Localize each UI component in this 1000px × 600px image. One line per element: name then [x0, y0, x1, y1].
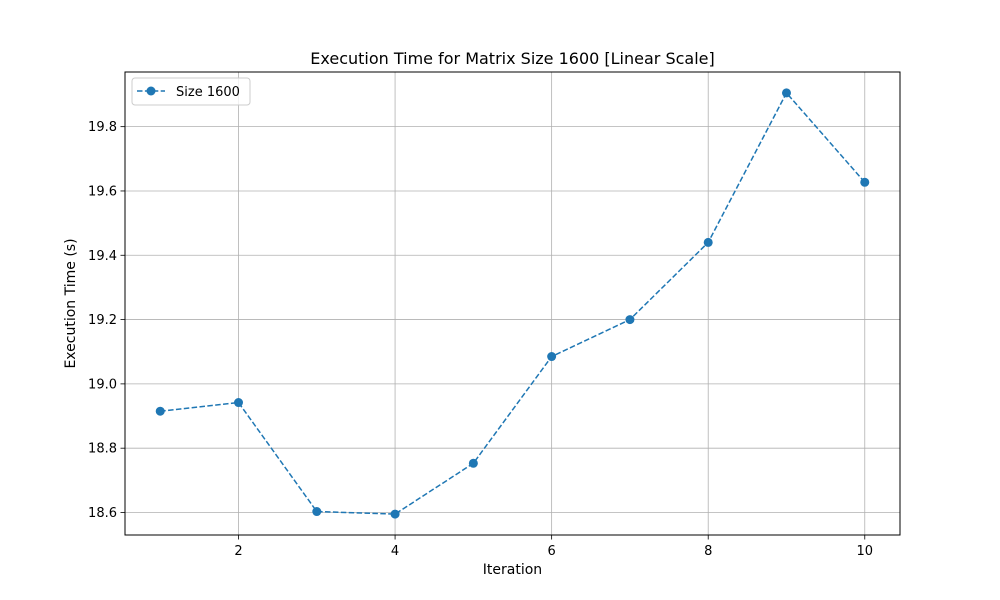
- y-tick-label: 18.6: [88, 506, 117, 521]
- grid: [125, 72, 900, 535]
- x-tick-label: 8: [704, 544, 712, 559]
- data-point: [234, 398, 244, 408]
- y-tick-label: 19.0: [88, 377, 117, 392]
- x-axis-label: Iteration: [483, 562, 542, 578]
- data-point: [390, 509, 400, 519]
- legend-label: Size 1600: [176, 85, 240, 100]
- data-point: [312, 507, 322, 517]
- y-tick-label: 18.8: [88, 442, 117, 457]
- legend-box: [131, 77, 251, 106]
- data-point: [547, 352, 557, 362]
- y-tick-label: 19.4: [88, 249, 117, 264]
- x-tick-label: 4: [391, 544, 399, 559]
- chart-title: Execution Time for Matrix Size 1600 [Lin…: [310, 49, 714, 68]
- legend: Size 1600: [131, 77, 251, 106]
- y-tick-label: 19.8: [88, 120, 117, 135]
- plot-area-frame: [124, 71, 901, 536]
- series-line: [160, 91, 866, 515]
- y-tick-label: 19.2: [88, 313, 117, 328]
- data-point: [860, 177, 870, 187]
- x-tick-label: 10: [856, 544, 873, 559]
- data-point: [703, 237, 713, 247]
- y-axis-label: Execution Time (s): [63, 238, 79, 368]
- y-tick-label: 19.6: [88, 184, 117, 199]
- x-tick-label: 6: [548, 544, 556, 559]
- data-point: [781, 88, 791, 98]
- series-layer: [155, 88, 870, 519]
- x-tick-label: 2: [234, 544, 242, 559]
- legend-marker: [146, 86, 156, 96]
- data-point: [155, 406, 165, 416]
- data-point: [625, 315, 635, 325]
- data-point: [468, 458, 478, 468]
- ticks: 2 4 6 8 10 18.6 18.8 19.0 19.2 19.4 19.6 19.8: [88, 120, 873, 559]
